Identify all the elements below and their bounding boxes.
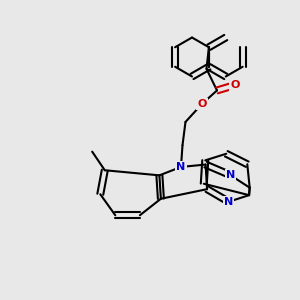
Text: O: O xyxy=(197,99,207,109)
Text: N: N xyxy=(176,162,186,172)
Text: N: N xyxy=(224,197,233,207)
Text: N: N xyxy=(226,170,235,180)
Text: O: O xyxy=(230,80,240,90)
